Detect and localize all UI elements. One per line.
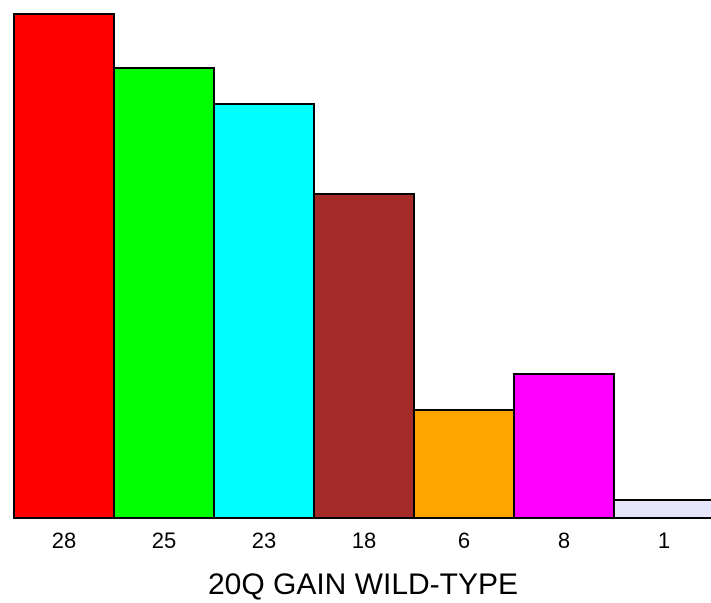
bar-28 [13,13,115,519]
x-axis-title: 20Q GAIN WILD-TYPE [208,568,518,601]
x-tick-label: 6 [458,528,470,553]
x-tick-label: 23 [252,528,276,553]
x-tick-label: 8 [558,528,570,553]
x-tick-label: 18 [352,528,376,553]
bar-25 [113,67,215,519]
bar-23 [213,103,315,519]
bar-1 [613,499,711,519]
x-tick-label: 25 [152,528,176,553]
x-tick-label: 28 [52,528,76,553]
x-tick-label: 1 [658,528,670,553]
x-tick-labels-group: 28 25 23 18 6 8 1 [52,528,670,553]
bars-group [13,13,711,519]
bar-8 [513,373,615,519]
bar-18 [313,193,415,519]
bar-6 [413,409,515,519]
